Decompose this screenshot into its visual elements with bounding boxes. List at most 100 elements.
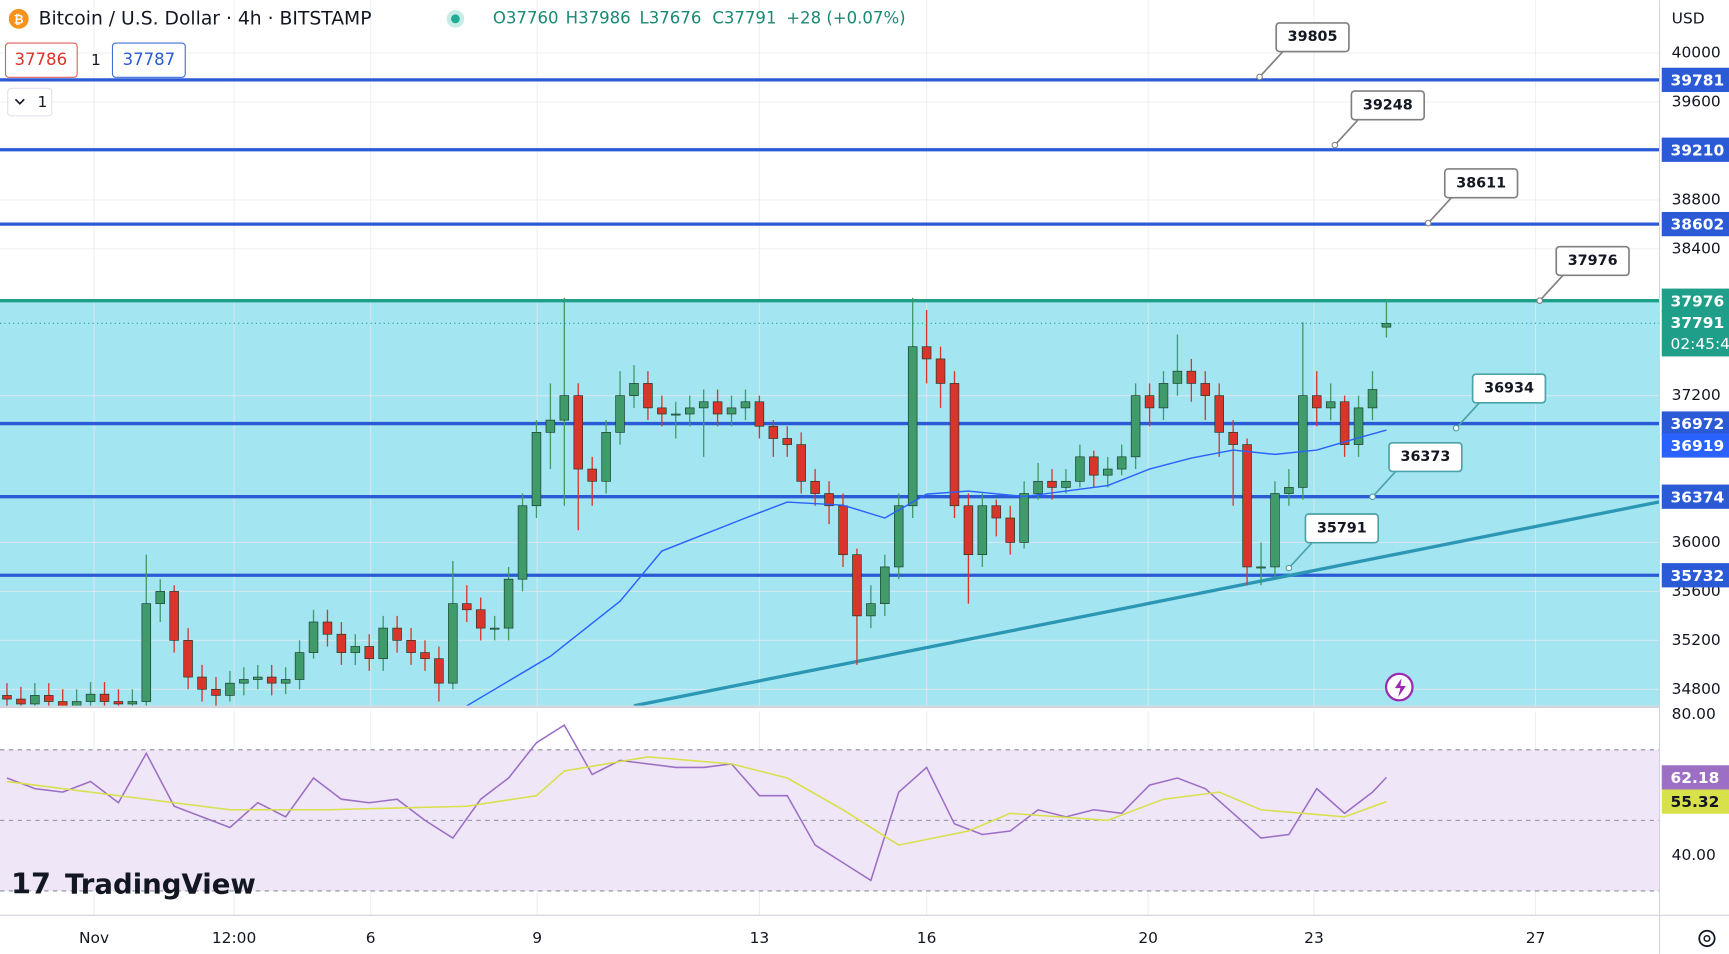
callout-pointer: [1334, 118, 1360, 146]
candle-body: [684, 407, 695, 415]
candle-body: [266, 676, 277, 684]
last-price-badge: [1661, 310, 1729, 357]
candle-body: [1172, 370, 1183, 384]
x-tick-label: Nov: [79, 929, 109, 947]
bid-price: 37786: [15, 50, 68, 69]
trendline: [633, 500, 1660, 706]
ohlc-high: H37986: [566, 8, 631, 27]
candle-body: [1130, 395, 1141, 458]
candle-body: [155, 591, 165, 604]
candle-body: [657, 407, 667, 415]
candle-body: [113, 701, 124, 705]
candle-body: [197, 676, 207, 690]
candle-body: [30, 695, 40, 705]
level-badge-label: 38602: [1671, 216, 1725, 234]
candle-body: [852, 554, 862, 617]
candle-body: [629, 383, 639, 396]
candle-body: [364, 646, 374, 660]
candle-body: [1353, 407, 1364, 445]
candle-body: [907, 346, 918, 507]
candle-body: [1381, 323, 1392, 328]
candle-body: [1339, 401, 1350, 445]
candle-body: [991, 505, 1002, 519]
x-tick-label: 23: [1304, 929, 1324, 947]
logo-mark: 17: [11, 867, 51, 901]
candle-body: [1061, 480, 1071, 488]
y-tick-label: 39600: [1672, 93, 1721, 111]
rsi-badge-label: 55.32: [1671, 793, 1720, 811]
candle-body: [698, 401, 709, 409]
candle-body: [434, 658, 444, 684]
candle-body: [141, 603, 152, 702]
ma-badge: [1661, 433, 1729, 458]
callout-box: [1443, 168, 1519, 199]
ask-box[interactable]: [111, 42, 186, 78]
currency: USD: [1672, 9, 1705, 27]
candle-body: [1228, 432, 1238, 445]
symbol-title: Bitcoin / U.S. Dollar · 4h · BITSTAMP: [39, 8, 372, 29]
x-tick-label: 6: [366, 929, 376, 947]
candle-body: [294, 652, 305, 680]
rsi-line: [6, 756, 1387, 846]
callout-pointer: [1259, 49, 1285, 78]
interval-toggle[interactable]: [7, 87, 53, 117]
candle-body: [866, 603, 876, 617]
callout-pointer: [1371, 469, 1398, 498]
y-tick-label: 37200: [1672, 386, 1721, 404]
candle-body: [1312, 395, 1322, 409]
callout-box: [1555, 245, 1630, 277]
y-tick-label: 36000: [1672, 533, 1721, 551]
rsi-badge: [1661, 765, 1729, 790]
candle-body: [517, 505, 528, 580]
status-dot: [450, 14, 460, 24]
x-tick-label: 27: [1526, 929, 1546, 947]
level-badge-label: 35732: [1671, 567, 1725, 585]
callout-pointer: [1288, 541, 1314, 569]
level-badge: [1661, 137, 1729, 162]
candle-body: [1325, 401, 1336, 409]
candle-body: [1367, 389, 1378, 409]
level-badge-label: 39210: [1671, 141, 1725, 159]
candle-body: [601, 432, 611, 482]
callout-pointer: [1427, 195, 1454, 224]
candle-body: [44, 695, 54, 702]
level-badge: [1661, 563, 1729, 588]
candle-body: [1284, 487, 1294, 494]
candle-body: [573, 395, 583, 470]
candle-body: [977, 505, 988, 556]
btc-symbol: ₿: [14, 12, 24, 26]
ask-price: 37787: [123, 50, 176, 69]
callout-anchor: [1331, 141, 1339, 149]
candle-body: [1256, 566, 1266, 569]
callout-box: [1471, 373, 1547, 404]
bid-box[interactable]: [4, 42, 78, 78]
candle-body: [85, 693, 96, 702]
settings-icon[interactable]: [1698, 929, 1716, 948]
candle-body: [57, 701, 68, 706]
rsi-badge-label: 62.18: [1671, 769, 1720, 787]
candle-body: [253, 676, 263, 680]
candle-body: [880, 566, 890, 604]
x-tick-label: 20: [1138, 929, 1158, 947]
rsi-badge: [1661, 789, 1729, 814]
candle-body: [1242, 444, 1252, 568]
candle-body: [1019, 493, 1029, 543]
candle-body: [211, 688, 221, 696]
x-tick-label: 16: [917, 929, 937, 947]
callout-label: 36934: [1484, 380, 1534, 396]
candle-body: [1075, 456, 1085, 482]
level-badge: [1661, 411, 1729, 436]
candle-body: [740, 401, 751, 409]
candle-body: [754, 401, 765, 427]
candle-body: [1270, 493, 1280, 568]
candle-body: [225, 682, 235, 696]
x-tick-label: 9: [532, 929, 542, 947]
candle-body: [1033, 480, 1043, 494]
callout-label: 37976: [1568, 253, 1618, 269]
candle-body: [1005, 517, 1015, 543]
candle-body: [475, 609, 486, 629]
overlay: ₿ Bitcoin / U.S. Dollar · 4h · BITSTAMP …: [4, 8, 1716, 948]
candle-body: [406, 640, 416, 653]
callout-anchor: [1369, 493, 1376, 501]
